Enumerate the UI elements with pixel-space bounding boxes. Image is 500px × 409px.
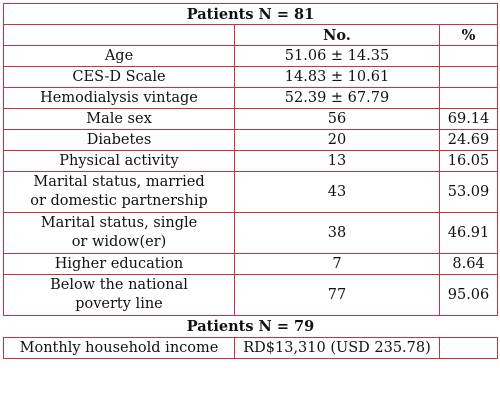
row-count: 43 bbox=[234, 171, 440, 213]
column-header-count: No. bbox=[234, 24, 440, 46]
table-row-age: Age 51.06 ± 14.35 bbox=[3, 45, 499, 67]
row-label: Physical activity bbox=[3, 150, 235, 172]
table-row-higher-education: Higher education 7 8.64 bbox=[3, 253, 499, 275]
table-row-single: Marital status, single or widow(er) 38 4… bbox=[3, 212, 499, 254]
table-row-income: Monthly household income RD$13,310 (USD … bbox=[3, 337, 499, 359]
row-label: Male sex bbox=[3, 108, 235, 130]
row-label: Hemodialysis vintage bbox=[3, 87, 235, 109]
row-percent bbox=[438, 87, 499, 109]
row-percent: 16.05 bbox=[438, 150, 499, 172]
row-percent: 53.09 bbox=[438, 171, 499, 213]
row-label: Diabetes bbox=[3, 129, 235, 151]
row-count: RD$13,310 (USD 235.78) bbox=[234, 337, 440, 359]
table-title-row: Patients N = 81 bbox=[2, 3, 499, 25]
row-label-line: Marital status, married bbox=[33, 174, 205, 190]
table-row-married: Marital status, married or domestic part… bbox=[3, 171, 499, 213]
row-count: 7 bbox=[234, 253, 440, 275]
row-label: Marital status, married or domestic part… bbox=[3, 171, 235, 213]
row-label-line: or widow(er) bbox=[71, 234, 167, 250]
row-label: Marital status, single or widow(er) bbox=[3, 212, 235, 254]
row-count: 51.06 ± 14.35 bbox=[234, 45, 440, 67]
row-label-line: poverty line bbox=[75, 296, 163, 312]
column-header-label bbox=[3, 24, 235, 46]
row-count: 20 bbox=[234, 129, 440, 151]
row-percent: 46.91 bbox=[438, 212, 499, 254]
table-row-hemodialysis: Hemodialysis vintage 52.39 ± 67.79 bbox=[3, 87, 499, 109]
row-count: 13 bbox=[234, 150, 440, 172]
row-percent: 95.06 bbox=[438, 274, 499, 316]
row-count: 38 bbox=[234, 212, 440, 254]
subheader-title: Patients N = 79 bbox=[186, 318, 315, 335]
row-percent bbox=[438, 45, 499, 67]
row-label: Below the national poverty line bbox=[3, 274, 235, 316]
table-title: Patients N = 81 bbox=[2, 3, 499, 25]
patients-table: Patients N = 81 No. % Age 51.06 ± 14.35 … bbox=[2, 3, 499, 359]
column-header-row: No. % bbox=[3, 24, 499, 46]
row-count: 14.83 ± 10.61 bbox=[234, 66, 440, 88]
row-label: Higher education bbox=[3, 253, 235, 275]
row-percent: 8.64 bbox=[438, 253, 499, 275]
row-percent: 24.69 bbox=[438, 129, 499, 151]
column-header-percent: % bbox=[438, 24, 499, 46]
row-label-line: or domestic partnership bbox=[30, 193, 208, 209]
row-count: 52.39 ± 67.79 bbox=[234, 87, 440, 109]
row-percent: 69.14 bbox=[438, 108, 499, 130]
row-label: CES-D Scale bbox=[3, 66, 235, 88]
row-percent bbox=[438, 66, 499, 88]
row-label: Monthly household income bbox=[3, 337, 235, 359]
subheader-row: Patients N = 79 bbox=[4, 316, 498, 338]
row-count: 56 bbox=[234, 108, 440, 130]
table-row-diabetes: Diabetes 20 24.69 bbox=[3, 129, 499, 151]
row-label: Age bbox=[3, 45, 235, 67]
table-container: Patients N = 81 No. % Age 51.06 ± 14.35 … bbox=[2, 3, 499, 359]
table-row-cesd: CES-D Scale 14.83 ± 10.61 bbox=[3, 66, 499, 88]
row-label-line: Marital status, single bbox=[40, 215, 198, 231]
table-row-poverty: Below the national poverty line 77 95.06 bbox=[3, 274, 499, 316]
row-label-line: Below the national bbox=[50, 277, 188, 293]
table-row-male-sex: Male sex 56 69.14 bbox=[3, 108, 499, 130]
table-row-physical-activity: Physical activity 13 16.05 bbox=[3, 150, 499, 172]
row-count: 77 bbox=[234, 274, 440, 316]
row-percent bbox=[438, 337, 499, 359]
